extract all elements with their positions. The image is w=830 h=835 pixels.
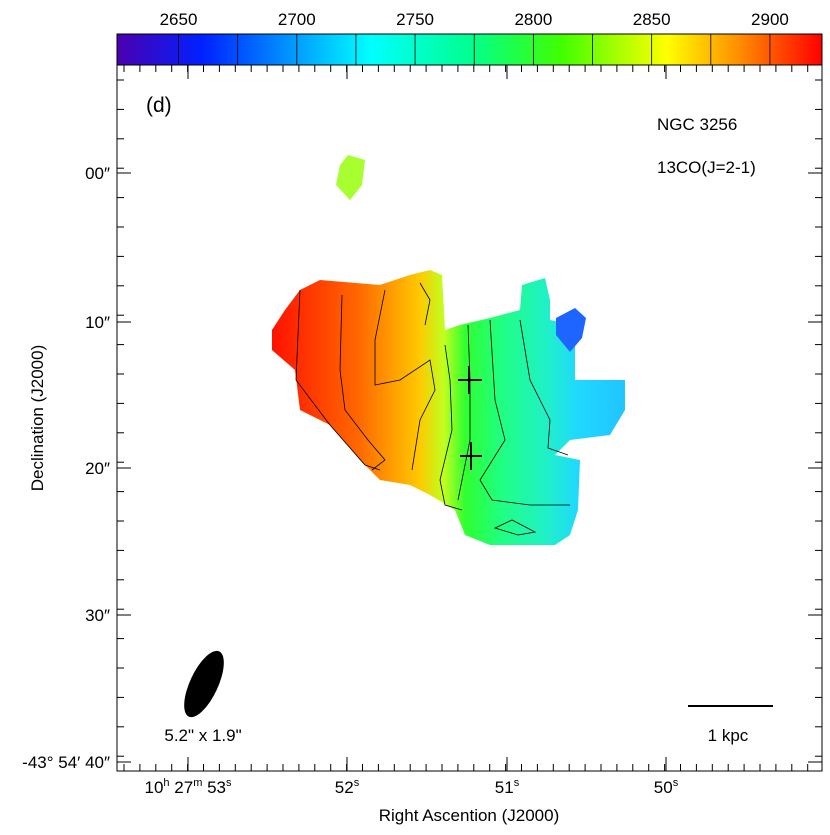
- y-tick-label: 30″: [85, 606, 110, 625]
- x-tick-label: 51s: [495, 777, 520, 797]
- velocity-field: [336, 155, 365, 200]
- x-tick-label-part: s: [226, 777, 232, 789]
- colorbar: [116, 33, 823, 66]
- x-tick-label: 52s: [335, 777, 360, 797]
- x-tick-label-part: 10: [145, 778, 164, 797]
- panel-label: (d): [146, 94, 172, 117]
- colorbar-tick-label: 2800: [514, 10, 552, 29]
- x-tick-label-part: s: [673, 777, 679, 789]
- x-tick-label-part: 51: [495, 778, 514, 797]
- x-tick-label-part: 27: [170, 778, 194, 797]
- scale-bar-label: 1 kpc: [708, 726, 749, 745]
- nucleus-markers: [458, 366, 482, 470]
- x-tick-label-part: m: [193, 777, 202, 789]
- y-tick-label: -43° 54′ 40″: [22, 753, 110, 772]
- x-axis-label: Right Ascention (J2000): [379, 806, 560, 825]
- colorbar-tick-label: 2850: [633, 10, 671, 29]
- colorbar-tick-label: 2900: [751, 10, 789, 29]
- axes: 00″10″20″30″-43° 54′ 40″10h 27m 53s 52s 51…: [22, 65, 822, 797]
- colorbar-tick-label: 2750: [396, 10, 434, 29]
- colorbar-tick-label: 2650: [160, 10, 198, 29]
- x-tick-label-part: 50: [654, 778, 673, 797]
- map: [272, 155, 625, 545]
- velocity-field: [272, 270, 625, 545]
- colorbar-ticks: 2650 2700 2750 2800 2850 2900: [160, 10, 789, 65]
- x-tick-label-part: s: [354, 777, 360, 789]
- x-tick-label: 50s: [654, 777, 679, 797]
- y-tick-label: 20″: [85, 459, 110, 478]
- colorbar-tick-label: 2700: [278, 10, 316, 29]
- line-name: 13CO(J=2-1): [657, 158, 756, 177]
- y-tick-label: 10″: [85, 313, 110, 332]
- x-tick-label-part: s: [514, 777, 520, 789]
- y-axis-label: Declination (J2000): [28, 345, 47, 491]
- x-tick-label-part: 52: [335, 778, 354, 797]
- x-tick-label-part: 53: [202, 778, 226, 797]
- velocity-field: [556, 308, 586, 352]
- object-name: NGC 3256: [657, 115, 737, 134]
- beam: [184, 650, 224, 718]
- x-tick-label: 10h 27m 53s: [145, 777, 233, 797]
- plot-frame: [116, 64, 823, 772]
- y-tick-label: 00″: [85, 164, 110, 183]
- contours: [295, 282, 570, 536]
- beam-label: 5.2" x 1.9": [164, 726, 241, 745]
- x-tick-label-part: h: [163, 777, 169, 789]
